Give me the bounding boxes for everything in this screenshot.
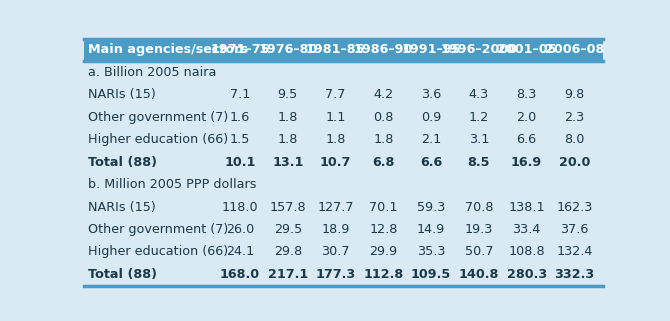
- Text: 1.8: 1.8: [373, 133, 393, 146]
- Text: b. Million 2005 PPP dollars: b. Million 2005 PPP dollars: [88, 178, 257, 191]
- Text: 7.7: 7.7: [326, 88, 346, 101]
- Text: 16.9: 16.9: [511, 156, 542, 169]
- Text: 3.1: 3.1: [469, 133, 489, 146]
- Text: 4.3: 4.3: [469, 88, 489, 101]
- Text: 132.4: 132.4: [556, 246, 593, 258]
- Text: 2.3: 2.3: [564, 111, 584, 124]
- Text: 29.5: 29.5: [273, 223, 302, 236]
- Text: NARIs (15): NARIs (15): [88, 88, 155, 101]
- Text: 29.8: 29.8: [273, 246, 302, 258]
- Text: 1.6: 1.6: [230, 111, 250, 124]
- Text: 8.3: 8.3: [517, 88, 537, 101]
- Text: 9.5: 9.5: [277, 88, 298, 101]
- Text: 140.8: 140.8: [459, 268, 499, 281]
- Text: 0.8: 0.8: [373, 111, 393, 124]
- Text: 26.0: 26.0: [226, 223, 254, 236]
- Text: 2001–05: 2001–05: [497, 43, 556, 56]
- Text: 1996–2000: 1996–2000: [440, 43, 517, 56]
- Text: 168.0: 168.0: [220, 268, 260, 281]
- Text: 108.8: 108.8: [509, 246, 545, 258]
- Text: 1.5: 1.5: [230, 133, 250, 146]
- Text: Higher education (66): Higher education (66): [88, 246, 228, 258]
- Text: 59.3: 59.3: [417, 201, 446, 213]
- Text: 109.5: 109.5: [411, 268, 452, 281]
- Text: 177.3: 177.3: [316, 268, 356, 281]
- Text: Main agencies/sectors: Main agencies/sectors: [88, 43, 248, 56]
- Text: Other government (7): Other government (7): [88, 111, 228, 124]
- Text: 112.8: 112.8: [363, 268, 403, 281]
- Text: 1986–90: 1986–90: [354, 43, 413, 56]
- Text: 6.8: 6.8: [372, 156, 395, 169]
- Text: 35.3: 35.3: [417, 246, 446, 258]
- Text: 29.9: 29.9: [369, 246, 397, 258]
- Text: NARIs (15): NARIs (15): [88, 201, 155, 213]
- Text: 127.7: 127.7: [318, 201, 354, 213]
- Text: 33.4: 33.4: [513, 223, 541, 236]
- Text: Total (88): Total (88): [88, 268, 157, 281]
- Text: 8.0: 8.0: [564, 133, 585, 146]
- Text: 19.3: 19.3: [465, 223, 493, 236]
- Text: 332.3: 332.3: [554, 268, 594, 281]
- Text: 1.2: 1.2: [469, 111, 489, 124]
- Text: 217.1: 217.1: [268, 268, 308, 281]
- Text: 1.1: 1.1: [326, 111, 346, 124]
- Text: 1971–75: 1971–75: [210, 43, 270, 56]
- Text: 24.1: 24.1: [226, 246, 254, 258]
- Text: 280.3: 280.3: [507, 268, 547, 281]
- Text: 12.8: 12.8: [369, 223, 397, 236]
- Text: 10.1: 10.1: [224, 156, 256, 169]
- Text: 157.8: 157.8: [269, 201, 306, 213]
- Text: 0.9: 0.9: [421, 111, 442, 124]
- Text: 10.7: 10.7: [320, 156, 351, 169]
- Text: 6.6: 6.6: [517, 133, 537, 146]
- Text: 2.0: 2.0: [517, 111, 537, 124]
- Bar: [84, 39, 603, 61]
- Text: Other government (7): Other government (7): [88, 223, 228, 236]
- Text: 8.5: 8.5: [468, 156, 490, 169]
- Text: 20.0: 20.0: [559, 156, 590, 169]
- Text: 18.9: 18.9: [322, 223, 350, 236]
- Text: 70.1: 70.1: [369, 201, 397, 213]
- Text: Total (88): Total (88): [88, 156, 157, 169]
- Text: 1991–95: 1991–95: [401, 43, 461, 56]
- Text: 118.0: 118.0: [222, 201, 259, 213]
- Text: 1.8: 1.8: [277, 111, 298, 124]
- Text: Higher education (66): Higher education (66): [88, 133, 228, 146]
- Text: 1981–85: 1981–85: [306, 43, 365, 56]
- Text: 4.2: 4.2: [373, 88, 393, 101]
- Text: 2006–08: 2006–08: [545, 43, 604, 56]
- Text: 70.8: 70.8: [465, 201, 493, 213]
- Text: 1.8: 1.8: [277, 133, 298, 146]
- Text: 9.8: 9.8: [564, 88, 584, 101]
- Text: 13.1: 13.1: [272, 156, 304, 169]
- Text: 7.1: 7.1: [230, 88, 250, 101]
- Text: 162.3: 162.3: [556, 201, 593, 213]
- Text: 1976–80: 1976–80: [258, 43, 318, 56]
- Text: 3.6: 3.6: [421, 88, 442, 101]
- Text: 14.9: 14.9: [417, 223, 446, 236]
- Text: 1.8: 1.8: [326, 133, 346, 146]
- Text: a. Billion 2005 naira: a. Billion 2005 naira: [88, 66, 216, 79]
- Text: 138.1: 138.1: [509, 201, 545, 213]
- Text: 2.1: 2.1: [421, 133, 442, 146]
- Text: 37.6: 37.6: [560, 223, 589, 236]
- Text: 6.6: 6.6: [420, 156, 442, 169]
- Text: 30.7: 30.7: [322, 246, 350, 258]
- Text: 50.7: 50.7: [465, 246, 493, 258]
